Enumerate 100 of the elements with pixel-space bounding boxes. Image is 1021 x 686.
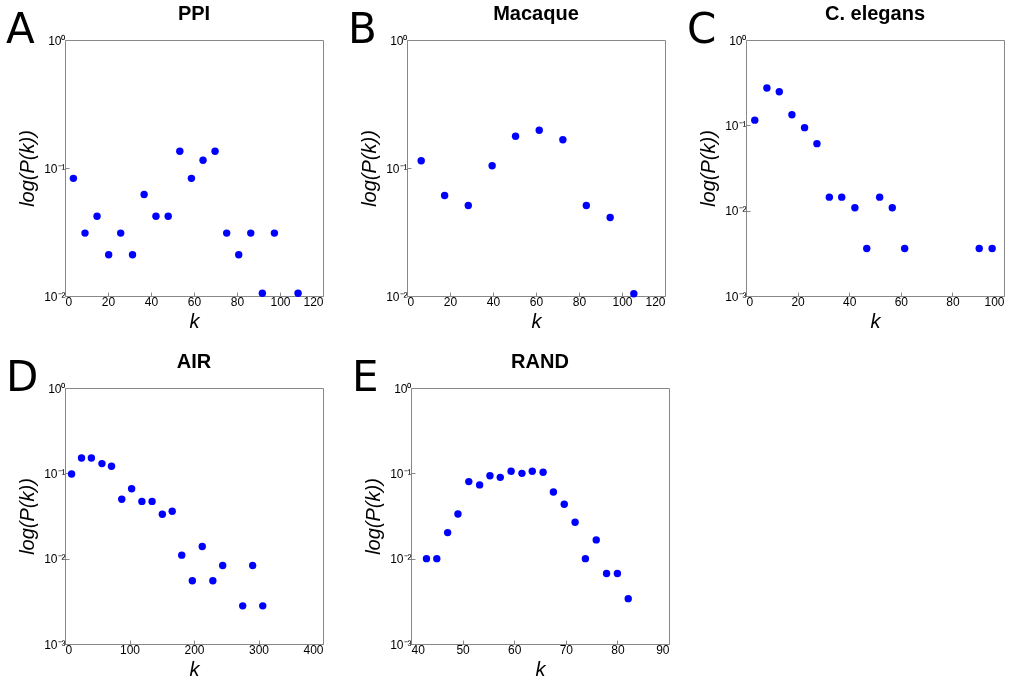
point <box>440 191 449 200</box>
point <box>270 229 279 237</box>
text: A <box>6 4 35 53</box>
x-tick-label: 100 <box>270 294 291 309</box>
x-tick-label: 0 <box>746 294 754 309</box>
x-axis-title: k <box>189 657 201 680</box>
point <box>140 190 148 199</box>
point <box>187 174 196 183</box>
point <box>788 111 796 119</box>
point <box>582 201 591 210</box>
x-tick-label: 40 <box>411 642 426 657</box>
text: D <box>6 352 39 401</box>
point <box>148 497 156 506</box>
point <box>975 244 983 253</box>
x-tick-label: 300 <box>248 642 270 657</box>
point <box>222 229 231 237</box>
point <box>900 244 909 253</box>
x-axis-title: k <box>531 309 543 332</box>
point <box>559 136 567 144</box>
point <box>77 454 86 462</box>
point <box>211 147 219 156</box>
x-tick-label: 0 <box>65 294 73 309</box>
point <box>751 116 759 124</box>
point <box>838 193 846 201</box>
y-tick-label: 10⁻² <box>390 552 412 567</box>
point <box>535 126 543 135</box>
x-tick-label: 120 <box>645 294 666 309</box>
x-tick-label: 60 <box>894 294 909 309</box>
y-tick-label: 10⁻² <box>725 204 747 219</box>
point <box>118 495 126 503</box>
x-tick-label: 80 <box>611 642 625 657</box>
y-axis-title: log(P(k)) <box>362 478 385 555</box>
y-axis-title: log(P(k)) <box>358 130 381 207</box>
point <box>158 510 167 518</box>
y-tick-label: 10⁻¹ <box>725 118 747 133</box>
x-tick-label: 80 <box>230 294 245 309</box>
point <box>248 561 257 570</box>
point <box>888 204 896 212</box>
chart-title: RAND <box>511 350 569 372</box>
y-tick-label: 10⁻² <box>44 289 66 304</box>
point <box>775 87 783 96</box>
y-tick-label: 10⁻³ <box>390 637 412 652</box>
x-tick-label: 120 <box>303 294 324 309</box>
text: C <box>687 4 717 53</box>
y-tick-label: 10⁰ <box>729 33 747 48</box>
point <box>259 602 267 610</box>
point <box>67 470 76 478</box>
x-tick-label: 40 <box>486 294 501 309</box>
x-tick-label: 100 <box>119 642 141 657</box>
point <box>178 551 186 559</box>
y-tick-label: 10⁻³ <box>44 637 66 652</box>
y-tick-label: 10⁻² <box>386 289 408 304</box>
point <box>606 213 614 222</box>
chart-title: C. elegans <box>824 2 926 24</box>
x-tick-label: 40 <box>144 294 159 309</box>
x-axis-title: k <box>535 657 547 680</box>
point <box>164 212 172 220</box>
x-tick-label: 50 <box>456 642 471 657</box>
x-axis-title: k <box>870 309 882 332</box>
point <box>176 147 184 156</box>
y-tick-label: 10⁻¹ <box>44 161 66 176</box>
point <box>104 251 113 259</box>
x-tick-label: 80 <box>572 294 587 309</box>
point <box>488 162 496 170</box>
point <box>93 212 101 220</box>
x-tick-label: 400 <box>303 642 324 657</box>
point <box>630 290 638 298</box>
point <box>69 174 78 183</box>
x-tick-label: 200 <box>184 642 205 657</box>
x-tick-label: 60 <box>508 642 522 657</box>
x-tick-label: 20 <box>101 294 116 309</box>
point <box>235 251 243 259</box>
chart-title: Macaque <box>493 2 579 24</box>
y-tick-label: 10⁻³ <box>725 289 747 304</box>
point <box>988 244 996 253</box>
x-tick-label: 40 <box>843 294 857 309</box>
point <box>98 459 106 468</box>
point <box>198 542 206 551</box>
point <box>209 577 217 585</box>
point <box>247 229 255 237</box>
y-tick-label: 10⁰ <box>48 381 66 396</box>
point <box>294 289 302 297</box>
y-tick-label: 10⁰ <box>394 381 412 396</box>
x-tick-label: 100 <box>612 294 633 309</box>
x-tick-label: 60 <box>187 294 202 309</box>
point <box>863 244 871 253</box>
point <box>875 193 884 201</box>
chart-title: PPI <box>177 2 211 24</box>
y-tick-label: 10⁰ <box>48 33 66 48</box>
point <box>813 139 821 148</box>
y-tick-label: 10⁻¹ <box>390 466 412 481</box>
x-tick-label: 0 <box>65 642 73 657</box>
x-tick-label: 0 <box>407 294 415 309</box>
x-axis-title: k <box>189 309 201 332</box>
point <box>218 561 227 570</box>
point <box>168 507 176 515</box>
point <box>116 229 125 237</box>
point <box>188 577 197 585</box>
y-axis-title: log(P(k)) <box>697 130 720 207</box>
point <box>152 212 160 220</box>
